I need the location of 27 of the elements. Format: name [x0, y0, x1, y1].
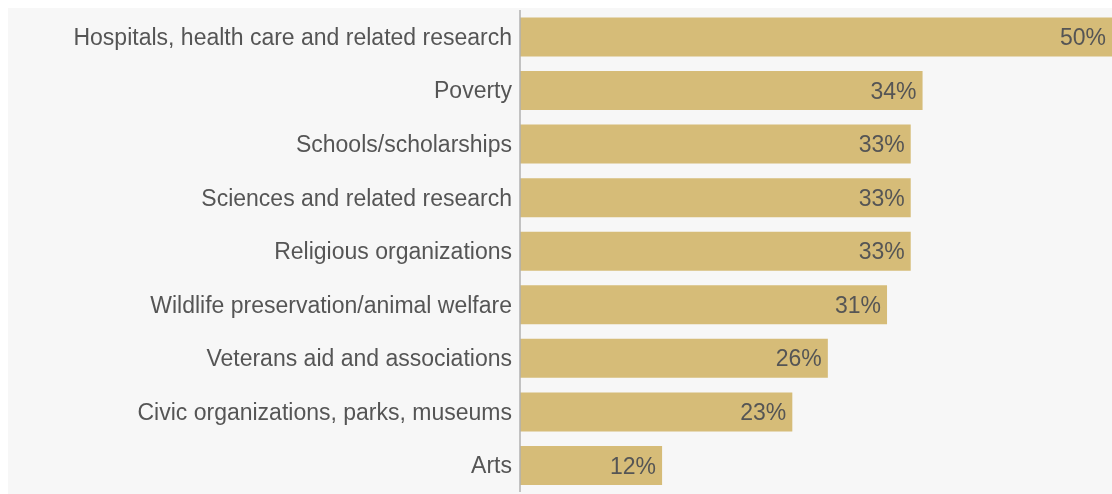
y-tick-label: Veterans aid and associations — [206, 345, 512, 372]
y-tick-label: Civic organizations, parks, museums — [137, 398, 512, 425]
y-tick-label: Wildlife preservation/animal welfare — [150, 291, 512, 318]
data-label: 31% — [834, 291, 882, 318]
y-tick-label: Sciences and related research — [201, 184, 512, 211]
data-label: 33% — [858, 131, 905, 158]
data-label: 33% — [858, 184, 905, 211]
bar — [520, 338, 828, 378]
y-tick-label: Arts — [471, 452, 512, 479]
bar — [520, 178, 911, 218]
data-label: 26% — [775, 345, 822, 372]
y-tick-label: Hospitals, health care and related research — [73, 23, 512, 50]
bar — [520, 231, 911, 271]
bar — [520, 71, 923, 111]
y-tick-label: Schools/scholarships — [295, 131, 512, 158]
bar — [520, 124, 911, 164]
bar — [520, 392, 793, 432]
bar — [520, 445, 663, 485]
y-tick-label: Poverty — [434, 77, 513, 104]
data-label: 34% — [870, 77, 917, 104]
bar — [520, 17, 1112, 57]
data-label: 12% — [610, 452, 657, 479]
y-tick-label: Religious organizations — [274, 238, 512, 265]
data-label: 50% — [1059, 24, 1106, 51]
bar — [520, 285, 888, 325]
data-label: 33% — [858, 238, 905, 265]
data-label: 23% — [740, 399, 787, 426]
